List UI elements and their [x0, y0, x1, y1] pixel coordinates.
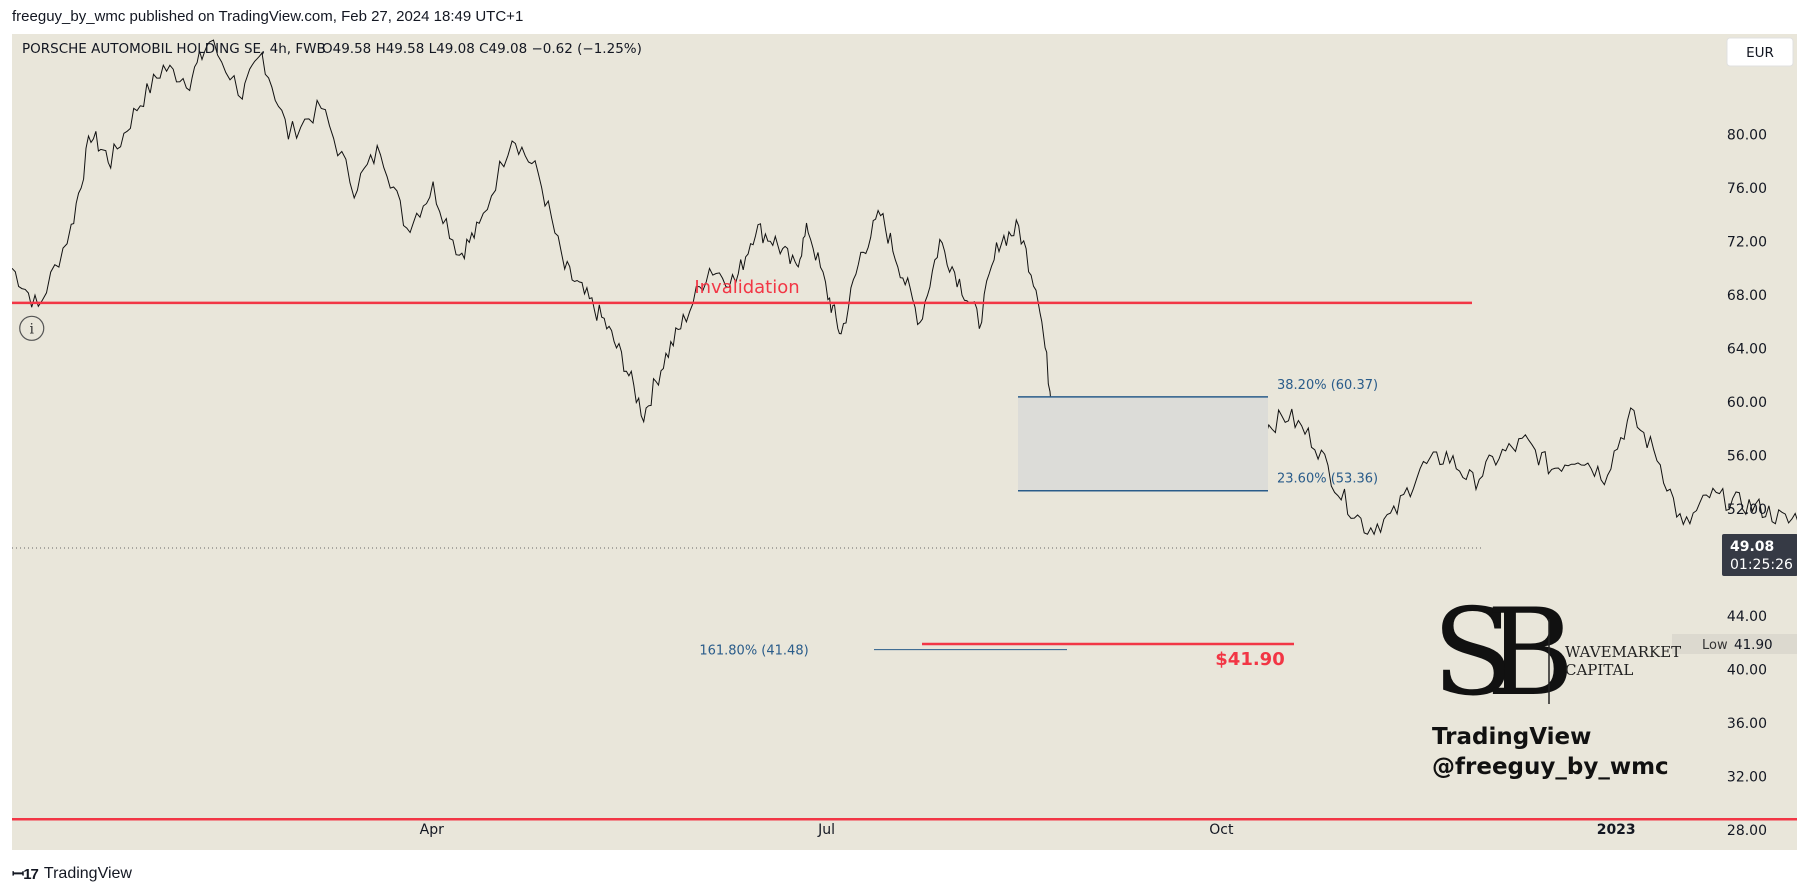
x-tick-label: Oct	[1209, 822, 1234, 838]
y-tick-label: 80.00	[1727, 127, 1767, 143]
fib-38-label: 38.20% (60.37)	[1277, 378, 1378, 393]
tradingview-logo-icon[interactable]: ꟷ17	[12, 866, 39, 883]
ohlc-values: O49.58 H49.58 L49.08 C49.08 −0.62 (−1.25…	[322, 41, 642, 57]
last-price-badge[interactable]	[1722, 533, 1797, 576]
fib-161-label: 161.80% (41.48)	[699, 644, 808, 659]
currency-label: EUR	[1746, 45, 1774, 61]
y-tick-label: 72.00	[1727, 234, 1767, 250]
y-tick-label: 36.00	[1727, 716, 1767, 732]
currency-button[interactable]	[1726, 37, 1794, 67]
y-tick-label: 32.00	[1727, 769, 1767, 785]
y-tick-label: 64.00	[1727, 341, 1767, 357]
y-tick-label: 56.00	[1727, 448, 1767, 464]
watermark-handle: @freeguy_by_wmc	[1432, 754, 1669, 780]
invalidation-label: Invalidation	[694, 277, 799, 298]
price-series-line	[12, 39, 1797, 536]
y-tick-label: 76.00	[1727, 181, 1767, 197]
low-label: Low	[1702, 638, 1728, 653]
footer-brand[interactable]: TradingView	[43, 865, 132, 882]
last-price-value: 49.08	[1730, 539, 1774, 555]
watermark-platform: TradingView	[1432, 724, 1591, 750]
fib-zone[interactable]	[1018, 396, 1268, 491]
low-badge[interactable]	[1672, 633, 1797, 654]
x-tick-label: 2023	[1597, 822, 1636, 838]
price-chart[interactable]: 38.20% (60.37) 23.60% (53.36) 161.80% (41.…	[12, 34, 1797, 850]
chart-background	[12, 34, 1797, 850]
x-tick-label: Apr	[420, 822, 444, 838]
fib-23-label: 23.60% (53.36)	[1277, 472, 1378, 487]
y-tick-label: 28.00	[1727, 823, 1767, 839]
y-tick-label: 60.00	[1727, 395, 1767, 411]
low-value: 41.90	[1734, 637, 1773, 653]
y-tick-label: 44.00	[1727, 609, 1767, 625]
wave-label-i: i	[29, 321, 34, 337]
watermark-company-1: WAVEMARKET	[1565, 643, 1681, 661]
wave-circle-i[interactable]	[19, 315, 45, 341]
countdown-timer: 01:25:26	[1730, 557, 1793, 573]
y-tick-label: 40.00	[1727, 662, 1767, 678]
y-tick-label: 68.00	[1727, 288, 1767, 304]
x-tick-label: Jul	[817, 822, 835, 838]
chart-title: PORSCHE AUTOMOBIL HOLDING SE, 4h, FWB	[22, 41, 326, 57]
published-header: freeguy_by_wmc published on TradingView.…	[12, 8, 524, 25]
footer: ꟷ17 TradingView	[12, 864, 132, 884]
watermark-company-2: CAPITAL	[1565, 661, 1633, 679]
y-tick-label: 52.00	[1727, 502, 1767, 518]
target-label: $41.90	[1215, 649, 1284, 670]
